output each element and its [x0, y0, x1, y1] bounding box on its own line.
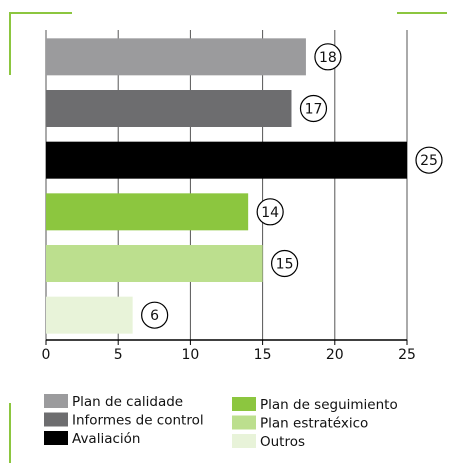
value-label: 15 — [276, 257, 294, 273]
value-label-circle — [141, 301, 169, 329]
bar — [46, 90, 292, 127]
value-label-circle — [314, 43, 342, 71]
value-label: 25 — [420, 153, 438, 169]
bar — [46, 141, 407, 179]
decoration — [9, 12, 447, 463]
legend-label: Plan de seguimiento — [260, 397, 398, 413]
legend-swatch — [44, 431, 68, 445]
value-label-circle — [299, 94, 328, 123]
legend-label: Avaliación — [72, 431, 140, 447]
bar — [46, 193, 249, 231]
bar — [46, 245, 263, 282]
x-tick-label: 5 — [114, 347, 123, 363]
x-tick-label: 10 — [181, 347, 199, 363]
value-label-circle — [271, 249, 299, 278]
x-tick-label: 0 — [42, 347, 51, 363]
bar — [46, 296, 133, 334]
legend-swatch — [232, 397, 256, 411]
legend-label: Outros — [260, 434, 305, 450]
x-tick-label: 20 — [326, 347, 344, 363]
legend-swatch — [44, 394, 68, 408]
value-label-circle — [256, 198, 284, 226]
legend: Plan de calidade Informes de control Avali… — [44, 394, 398, 450]
value-label: 6 — [150, 308, 159, 324]
value-label: 18 — [319, 50, 337, 66]
value-label-circle — [415, 146, 443, 174]
legend-swatch — [232, 434, 256, 448]
bar — [46, 38, 306, 76]
x-tick-label: 15 — [254, 347, 272, 363]
corner-line — [9, 12, 72, 75]
legend-swatch — [232, 415, 256, 430]
x-tick-label: 25 — [398, 347, 416, 363]
legend-label: Plan de calidade — [72, 394, 183, 410]
legend-swatch — [44, 412, 68, 427]
value-label: 17 — [305, 102, 323, 118]
legend-label: Informes de control — [72, 413, 204, 429]
legend-label: Plan estratéxico — [260, 416, 368, 432]
value-label: 14 — [261, 205, 279, 221]
